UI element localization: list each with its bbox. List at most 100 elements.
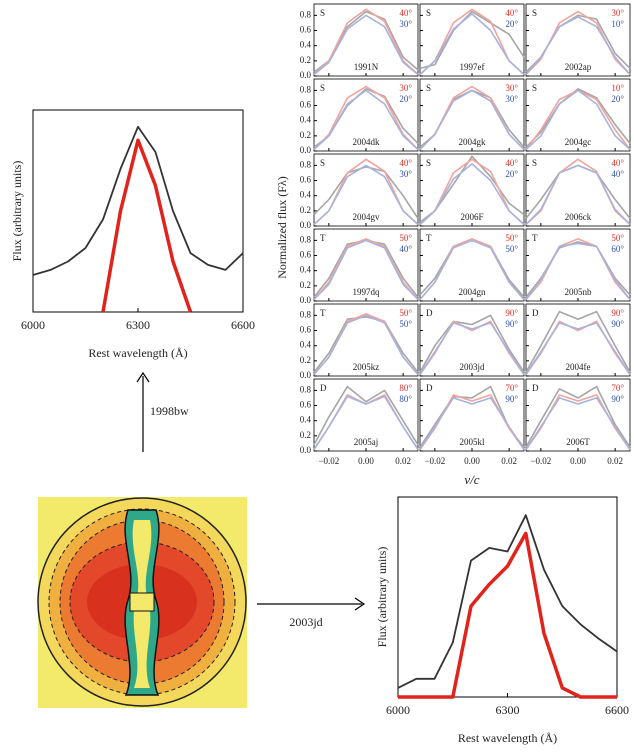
panel-name: 2004gc: [565, 137, 592, 147]
panel-angle: 40°: [505, 158, 518, 168]
y-tick-label: 0.2: [300, 205, 311, 215]
y-tick-label: 0.2: [300, 55, 311, 65]
profile-line: [419, 314, 525, 373]
panel-angle: 40°: [399, 8, 412, 18]
x-tick-label: 6000: [21, 318, 45, 332]
x-tick-label: 0.02: [607, 456, 623, 466]
panel-angle: 90°: [611, 308, 624, 318]
profile-line: [419, 10, 525, 70]
panel-angle: 20°: [611, 94, 624, 104]
panel-type: S: [532, 158, 537, 168]
y-tick-label: 0.4: [300, 415, 312, 425]
y-tick-label: 0.2: [300, 130, 311, 140]
panel-angle: 20°: [399, 94, 412, 104]
panel-type: S: [426, 83, 431, 93]
panel-type: T: [426, 233, 432, 243]
panel-name: 2004fe: [566, 362, 591, 372]
y-axis-label: Flux (arbitrary units): [375, 547, 389, 648]
panel-angle: 90°: [611, 319, 624, 329]
panel-type: T: [320, 308, 326, 318]
spectrum-line: [398, 531, 617, 699]
y-tick-label: 0.6: [300, 100, 312, 110]
panel-angle: 40°: [505, 8, 518, 18]
panel-name: 2005kl: [459, 437, 485, 447]
panel-name: 2005nb: [565, 287, 593, 297]
y-tick-label: 0.2: [300, 430, 311, 440]
spectrum-line: [32, 125, 244, 276]
panel-name: 2005aj: [354, 437, 379, 447]
profile-line: [313, 89, 419, 151]
y-tick-label: 0.2: [300, 355, 311, 365]
y-tick-label: 0.2: [300, 280, 311, 290]
simulation-image: [37, 497, 247, 708]
profile-line: [419, 163, 525, 226]
panel-name: 2006T: [566, 437, 590, 447]
x-tick-label: 6300: [496, 703, 520, 717]
panel-type: D: [532, 308, 539, 318]
panel-type: T: [320, 233, 326, 243]
panel-angle: 40°: [611, 158, 624, 168]
profile-line: [313, 14, 419, 76]
panel-type: S: [320, 8, 325, 18]
y-tick-label: 0.6: [300, 25, 312, 35]
profile-line: [525, 310, 631, 373]
panel-angle: 70°: [505, 383, 518, 393]
y-tick-label: 0.0: [300, 145, 312, 155]
panel-name: 2004dk: [353, 137, 381, 147]
y-tick-label: 0.8: [300, 234, 312, 244]
x-axis-label: v/c: [464, 472, 479, 487]
spectrum-line: [101, 138, 193, 313]
y-tick-label: 0.4: [300, 115, 312, 125]
panel-frame: [419, 3, 525, 77]
x-tick-label: 0.00: [570, 456, 586, 466]
panel-name: 2006ck: [565, 212, 592, 222]
profile-line: [525, 158, 631, 226]
profile-line: [313, 314, 419, 376]
x-tick-label: 0.02: [501, 456, 517, 466]
profile-line: [313, 238, 419, 301]
y-tick-label: 0.8: [300, 84, 312, 94]
y-tick-label: 0.8: [300, 384, 312, 394]
panel-angle: 40°: [399, 244, 412, 254]
y-tick-label: 0.0: [300, 295, 312, 305]
panel-type: S: [426, 8, 431, 18]
profile-line: [525, 164, 631, 226]
panel-frame: [419, 228, 525, 302]
panel-angle: 50°: [611, 233, 624, 243]
panel-frame: [419, 303, 525, 377]
profile-line: [313, 166, 419, 219]
x-axis-label: Rest wavelength (Å): [458, 731, 557, 745]
y-axis-label: Normalized flux (Fλ): [275, 176, 289, 278]
panel-angle: 50°: [505, 244, 518, 254]
arrow-head: [354, 597, 366, 611]
panel-angle: 80°: [399, 383, 412, 393]
panel-type: S: [426, 158, 431, 168]
panel-angle: 70°: [611, 383, 624, 393]
arrow-head: [136, 371, 150, 383]
panel-type: D: [426, 383, 433, 393]
panel-name: 2004gv: [353, 212, 381, 222]
profile-line: [419, 13, 525, 76]
panel-name: 1997ef: [460, 62, 485, 72]
profile-line: [525, 385, 631, 448]
x-tick-label: 6300: [126, 318, 150, 332]
x-tick-label: −0.02: [530, 456, 551, 466]
y-tick-label: 0.4: [300, 40, 312, 50]
panel-angle: 40°: [611, 169, 624, 179]
x-tick-label: 0.02: [395, 456, 411, 466]
profile-line: [419, 89, 525, 151]
panel-angle: 10°: [611, 83, 624, 93]
panel-angle: 20°: [505, 169, 518, 179]
profile-line: [525, 320, 631, 375]
panel-angle: 80°: [399, 394, 412, 404]
spectrum-line: [397, 514, 618, 689]
x-tick-label: −0.02: [424, 456, 445, 466]
x-tick-label: 6000: [386, 703, 410, 717]
panel-angle: 90°: [505, 394, 518, 404]
profile-line: [313, 385, 419, 446]
profile-line: [313, 395, 419, 450]
panel-type: D: [320, 383, 327, 393]
panel-frame: [313, 378, 419, 452]
y-tick-label: 0.8: [300, 309, 312, 319]
profile-line: [525, 397, 631, 450]
